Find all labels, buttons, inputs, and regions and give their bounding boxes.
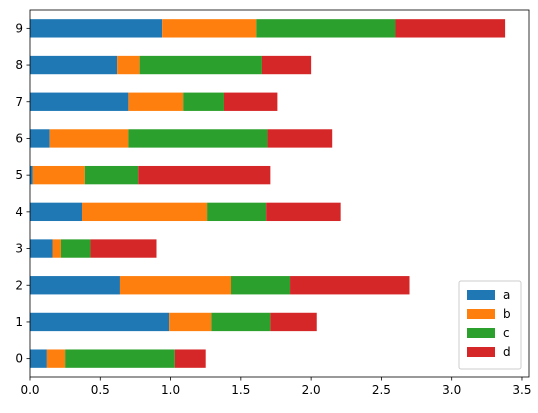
x-tick-label: 3.5 <box>512 383 531 397</box>
bar-b-2 <box>119 276 232 295</box>
bar-b-1 <box>169 312 212 332</box>
y-tick-label: 5 <box>15 168 23 182</box>
bar-d-6 <box>267 129 333 148</box>
x-tick-label: 0.0 <box>20 383 39 397</box>
bar-b-5 <box>32 165 85 185</box>
bar-c-8 <box>139 55 262 75</box>
legend-label-a: a <box>503 288 510 302</box>
legend-swatch-d <box>467 347 495 357</box>
bar-c-7 <box>183 92 224 111</box>
y-tick-label: 8 <box>15 58 23 72</box>
legend-swatch-b <box>467 309 495 319</box>
bar-d-1 <box>270 312 317 332</box>
bar-b-9 <box>162 19 257 38</box>
x-tick-label: 1.0 <box>161 383 180 397</box>
axes-layer: 0.0 0.5 1.0 1.5 2.0 2.5 3.0 3.5 0 1 2 3 4 5 6 7 8 9 <box>15 9 532 397</box>
legend-label-c: c <box>503 326 510 340</box>
bar-d-4 <box>266 202 341 222</box>
legend-label-b: b <box>503 307 511 321</box>
bar-b-6 <box>49 129 129 148</box>
bar-b-8 <box>117 55 140 75</box>
bar-d-8 <box>261 55 312 75</box>
y-tick-label: 0 <box>15 352 23 366</box>
bar-b-7 <box>128 92 184 111</box>
bar-c-3 <box>60 239 91 258</box>
bar-c-1 <box>211 312 271 332</box>
y-tick-label: 7 <box>15 95 23 109</box>
bar-d-0 <box>174 349 206 368</box>
y-tick-label: 4 <box>15 205 23 219</box>
bar-a-0 <box>30 349 47 368</box>
x-tick-label: 3.0 <box>442 383 461 397</box>
bar-d-5 <box>138 165 271 185</box>
bars-layer <box>30 19 506 368</box>
x-tick-label: 2.5 <box>372 383 391 397</box>
bar-d-2 <box>290 276 410 295</box>
bar-a-9 <box>30 19 163 38</box>
bar-a-3 <box>30 239 53 258</box>
bar-a-8 <box>30 55 118 75</box>
x-tick-label: 1.5 <box>231 383 250 397</box>
bar-a-2 <box>30 276 120 295</box>
bar-a-7 <box>30 92 129 111</box>
bar-b-0 <box>46 349 66 368</box>
bar-d-3 <box>90 239 157 258</box>
legend-swatch-a <box>467 290 495 300</box>
bar-d-9 <box>395 19 506 38</box>
bar-c-0 <box>65 349 175 368</box>
y-tick-label: 6 <box>15 131 23 145</box>
bar-c-4 <box>207 202 267 222</box>
y-tick-label: 3 <box>15 242 23 256</box>
legend-swatch-c <box>467 328 495 338</box>
y-tick-label: 9 <box>15 21 23 35</box>
bar-b-4 <box>82 202 208 222</box>
bar-a-1 <box>30 312 170 332</box>
y-tick-label: 1 <box>15 315 23 329</box>
bar-a-5 <box>30 165 33 185</box>
bar-c-9 <box>256 19 396 38</box>
bar-d-7 <box>223 92 278 111</box>
bar-a-4 <box>30 202 83 222</box>
y-tick-label: 2 <box>15 278 23 292</box>
bar-c-6 <box>128 129 268 148</box>
bar-c-5 <box>84 165 139 185</box>
x-tick-label: 2.0 <box>302 383 321 397</box>
x-tick-label: 0.5 <box>91 383 110 397</box>
legend-label-d: d <box>503 345 511 359</box>
bar-c-2 <box>231 276 291 295</box>
bar-b-3 <box>52 239 61 258</box>
bar-a-6 <box>30 129 50 148</box>
plot-frame <box>29 9 530 378</box>
